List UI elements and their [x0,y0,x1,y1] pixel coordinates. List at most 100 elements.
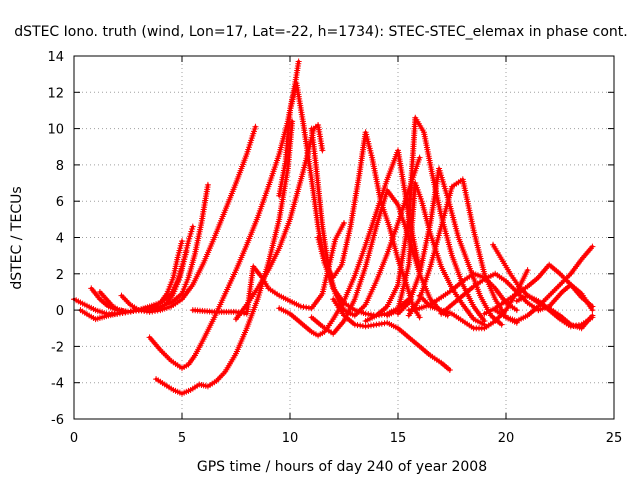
data-series-16 [362,114,488,324]
plus-markers [362,225,379,270]
plus-markers [185,354,197,368]
plus-markers [308,292,325,312]
plus-markers [552,290,564,303]
plus-marker [589,243,596,250]
plus-markers [535,263,551,281]
plus-markers [384,187,400,207]
plus-markers [459,301,476,321]
plus-marker [341,219,347,226]
plus-markers [99,313,110,321]
plus-markers [96,296,110,309]
plus-markers [481,306,497,317]
plus-markers [265,285,281,298]
plus-markers [198,184,211,226]
plus-marker [446,366,453,373]
x-tick-label: 10 [282,431,299,446]
plus-markers [103,296,115,308]
plus-marker [252,123,259,130]
plus-markers [213,370,227,384]
y-tick-label: -6 [51,413,64,428]
plus-markers [233,243,249,274]
y-tick-label: 10 [47,123,64,138]
plus-markers [187,382,201,393]
plus-markers [386,223,401,261]
plus-marker [179,238,185,245]
plus-markers [546,298,558,310]
plus-markers [362,211,379,248]
plus-marker [513,307,520,314]
plus-markers [373,252,390,285]
plus-markers [185,252,198,281]
plus-markers [157,304,173,314]
plus-markers [412,114,426,134]
plus-markers [373,178,390,216]
plus-markers [168,280,180,297]
plus-markers [362,280,379,308]
data-marks [71,58,596,397]
plus-markers [567,258,584,277]
plus-markers [233,327,249,357]
plus-markers [449,279,464,294]
plus-markers [427,167,442,226]
plus-markers [405,334,421,348]
plus-marker [319,147,326,154]
plus-markers [161,381,175,392]
plus-markers [179,251,189,270]
plus-markers [170,386,183,396]
data-series-15 [330,296,453,373]
plus-markers [179,283,195,303]
plus-markers [384,308,399,319]
plus-markers [470,277,486,290]
plus-markers [92,307,108,317]
plus-markers [330,296,346,317]
plus-markers [338,225,353,268]
plus-markers [308,125,319,166]
plus-markers [373,304,389,319]
data-series-21 [405,270,520,314]
plus-markers [524,275,540,290]
plus-markers [254,185,271,221]
plus-markers [157,347,173,363]
plus-markers [243,287,260,308]
plus-markers [459,176,477,232]
plus-markers [287,298,302,309]
plus-markers [546,283,562,299]
plus-markers [362,129,375,159]
plus-markers [200,236,217,266]
plus-markers [578,245,594,263]
plus-marker [498,321,505,328]
plus-markers [438,288,453,301]
data-series-5 [118,123,259,315]
plus-markers [308,176,321,228]
plus-markers [395,325,410,339]
plus-markers [168,292,184,306]
plus-marker [416,314,423,321]
plus-markers [92,314,103,323]
plus-markers [321,318,335,335]
plus-markers [347,175,362,230]
plus-markers [276,160,289,199]
plus-markers [351,243,368,279]
tick-layer: 0 5 10 15 20 25 -6 -4 -2 0 2 4 6 8 10 12 14 [47,50,622,446]
plus-markers [127,301,140,312]
x-axis-title: GPS time / hours of day 240 of year 2008 [197,459,487,475]
plus-markers [222,182,239,214]
plus-markers [503,278,518,294]
plus-marker [589,314,596,321]
plus-markers [449,294,464,308]
y-tick-label: 12 [47,86,64,101]
chart-title: dSTEC Iono. truth (wind, Lon=17, Lat=-22… [14,24,627,40]
x-tick-label: 0 [70,431,78,446]
plus-marker [416,154,423,161]
plus-markers [438,185,455,230]
plus-markers [492,307,507,319]
plus-markers [146,300,162,310]
plus-markers [459,272,475,285]
plus-markers [412,180,424,202]
plus-markers [276,167,291,223]
plus-markers [470,270,486,280]
plus-markers [470,227,487,275]
x-tick-label: 25 [606,431,623,446]
plus-markers [481,271,497,283]
